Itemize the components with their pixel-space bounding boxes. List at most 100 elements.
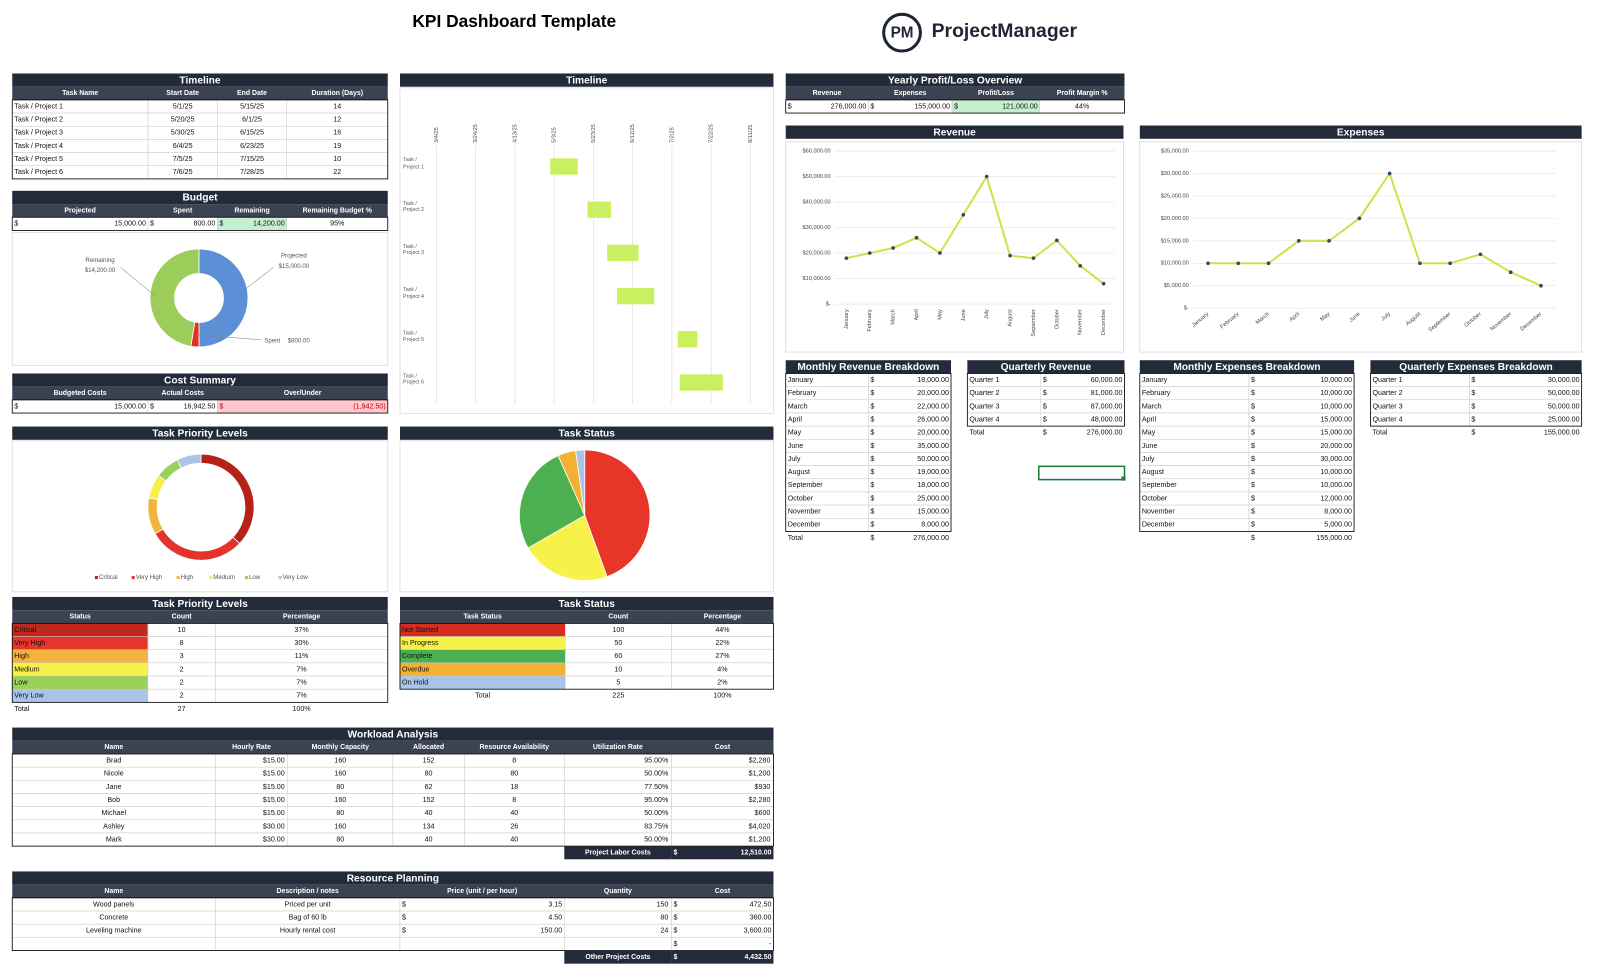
legend-entry: Very High [136, 574, 163, 581]
currency-sign: $ [788, 102, 792, 110]
cell-text: Quarter 1 [1372, 376, 1402, 384]
legend-swatch [278, 576, 282, 580]
title-bar [785, 73, 1125, 87]
column-header: Quantity [604, 888, 632, 895]
gantt-bar [677, 331, 698, 348]
cell [215, 937, 401, 951]
title-bar [12, 871, 774, 885]
cell-text: $1,200 [749, 835, 771, 843]
cell-text: Total [788, 534, 803, 542]
footer-label: Other Project Costs [585, 954, 650, 961]
cell-text: Quarter 1 [969, 376, 999, 384]
amount: 276,000.00 [913, 534, 949, 542]
cell-text: Priced per unit [285, 900, 331, 908]
column-header: Utilization Rate [593, 744, 643, 751]
currency-sign: $ [1471, 429, 1475, 437]
chart-frame [11, 440, 389, 593]
cell-text: 6/23/25 [240, 142, 264, 150]
marker [1478, 252, 1483, 257]
currency-sign: $ [150, 402, 154, 410]
y-tick-label: Task / Project 1 [403, 157, 424, 170]
cell-text: Hourly rental cost [280, 927, 335, 935]
fill-handle[interactable] [1121, 476, 1126, 481]
data-label: $15,000.00 [279, 263, 310, 270]
cell-text: Task / Project 3 [14, 129, 63, 137]
cell-text: Quarter 2 [1372, 389, 1402, 397]
x-tick-label: June [961, 309, 967, 321]
currency-sign: $ [870, 534, 874, 542]
cell-text: 100% [292, 705, 311, 713]
currency-sign: $ [1043, 429, 1047, 437]
legend-entry: Low [249, 574, 261, 581]
cell-text: Low [14, 679, 28, 687]
cell-text: 6/4/25 [173, 142, 193, 150]
table-border [1139, 373, 1355, 532]
cell-text: May [788, 429, 802, 437]
column-header: Percentage [704, 614, 741, 621]
cell-text: 5/20/25 [171, 116, 195, 124]
currency-sign: $ [870, 376, 874, 384]
section-title: Workload Analysis [348, 729, 439, 740]
cell-text: January [788, 376, 814, 384]
legend-swatch [176, 576, 180, 580]
cell-text: 16 [333, 129, 341, 137]
section-title: Monthly Revenue Breakdown [797, 362, 939, 373]
currency-sign: $ [673, 940, 677, 948]
y-tick-label: $50,000.00 [803, 174, 831, 180]
gantt-bar [607, 244, 639, 262]
marker [1448, 261, 1453, 266]
logo-text: ProjectManager [932, 20, 1078, 42]
gantt-bar [616, 287, 655, 305]
currency-sign: $ [673, 850, 677, 857]
amount: 18,000.00 [917, 481, 949, 489]
y-tick-label: Task / Project 5 [403, 330, 424, 343]
table-border [11, 753, 774, 847]
amount: 25,000.00 [1548, 415, 1580, 423]
cell-text: Not Started [402, 626, 438, 634]
cell-text: February [1142, 389, 1171, 397]
cell-text: Wood panels [93, 900, 135, 908]
selected-cell[interactable] [1038, 465, 1126, 481]
amount: 276,000.00 [831, 102, 867, 110]
currency-sign: $ [1251, 376, 1255, 384]
cell-text: 160 [334, 796, 346, 804]
currency-sign: $ [870, 481, 874, 489]
task-label: Task / Project 2 [403, 200, 424, 214]
currency-sign: $ [870, 102, 874, 110]
cell-text: 50.00% [644, 835, 669, 843]
x-tick-label: August [1008, 309, 1014, 327]
cell-text: 22 [333, 168, 341, 176]
cell-text: Quarter 4 [969, 415, 999, 423]
cell-text: $15.00 [263, 809, 285, 817]
x-tick-label: 6/12/25 [630, 124, 636, 143]
marker [914, 235, 919, 240]
cell-text: 5 [616, 679, 620, 687]
logo-ring [882, 12, 922, 53]
leader-line [120, 267, 156, 297]
column-header: Budgeted Costs [54, 390, 107, 397]
column-header: Status [70, 614, 91, 621]
cell-text: 7/5/25 [173, 155, 193, 163]
x-tick-label: July [984, 309, 990, 319]
cell-text: Task / Project 1 [14, 102, 63, 110]
cell-text: June [1142, 442, 1157, 450]
footer-label: Project Labor Costs [585, 850, 651, 857]
cell-text: December [1142, 521, 1175, 529]
section-title: Monthly Expenses Breakdown [1173, 362, 1320, 373]
cell-text: 95% [330, 220, 345, 228]
column-header: Count [172, 614, 193, 621]
segment [198, 248, 249, 348]
title-bar [400, 73, 774, 87]
column-header: Percentage [283, 614, 320, 621]
title-bar [12, 190, 388, 205]
amount: 10,000.00 [1320, 389, 1352, 397]
cell-text: August [1142, 468, 1164, 476]
task-label: Task / Project 4 [403, 286, 424, 300]
x-tick-label: March [891, 309, 897, 325]
marker [938, 251, 942, 255]
cell-text: Mark [106, 835, 122, 843]
line [1207, 171, 1542, 287]
marker [1296, 238, 1301, 243]
amount: 150.00 [540, 927, 562, 935]
cell-text: 12 [333, 116, 341, 124]
